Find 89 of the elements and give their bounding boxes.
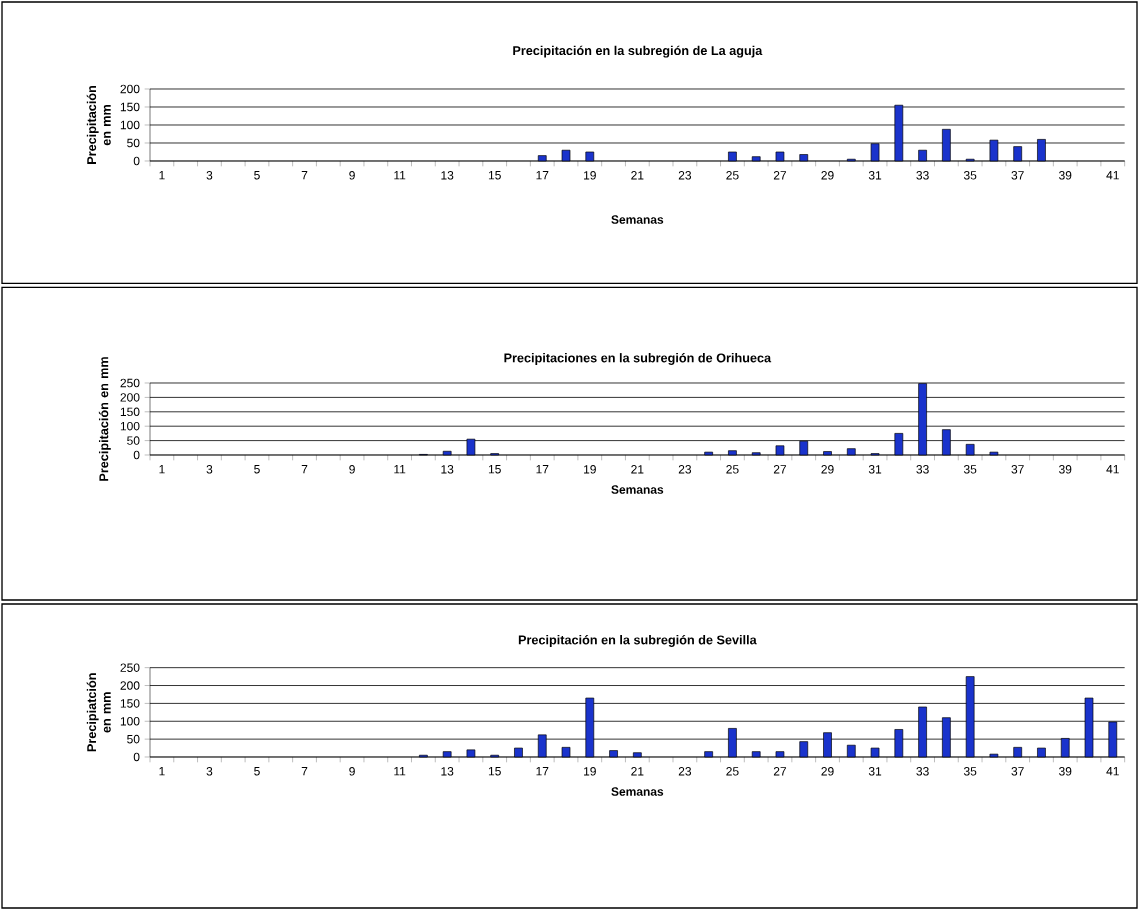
chart-title: Precipitaciones en la subregión de Orihueca — [504, 352, 772, 365]
y-axis-title: Precipiatción en mm — [86, 673, 111, 752]
chart-title: Precipitación en la subregión de La aguja — [513, 45, 763, 58]
x-tick-label: 25 — [726, 767, 739, 776]
x-tick-label: 31 — [868, 171, 882, 180]
x-tick-label: 21 — [631, 171, 644, 180]
x-tick-label: 21 — [631, 465, 644, 474]
x-tick-label: 27 — [773, 767, 787, 776]
x-tick-label: 29 — [821, 171, 834, 180]
x-tick-label: 11 — [394, 465, 406, 474]
x-tick-label: 35 — [963, 767, 977, 776]
x-tick-label: 19 — [584, 767, 596, 776]
x-tick-label: 17 — [536, 171, 549, 180]
y-tick-label: 50 — [127, 734, 140, 744]
x-tick-label: 23 — [678, 171, 692, 180]
y-tick-label: 50 — [127, 138, 140, 148]
x-tick-label: 3 — [206, 767, 213, 776]
x-tick-label: 35 — [963, 465, 977, 474]
x-tick-label: 9 — [349, 171, 355, 180]
x-tick-label: 15 — [488, 465, 501, 474]
x-tick-label: 9 — [349, 767, 355, 776]
y-tick-label: 150 — [120, 102, 140, 112]
x-tick-label: 5 — [254, 465, 260, 474]
x-tick-label: 13 — [441, 171, 454, 180]
y-tick-label: 0 — [133, 752, 140, 762]
x-tick-label: 33 — [916, 465, 929, 474]
x-tick-label: 33 — [916, 171, 929, 180]
x-tick-label: 17 — [536, 465, 549, 474]
x-tick-label: 13 — [441, 465, 454, 474]
y-tick-label: 0 — [133, 450, 140, 460]
x-tick-label: 31 — [868, 767, 882, 776]
x-axis-title: Semanas — [611, 485, 664, 494]
y-tick-label: 150 — [120, 699, 140, 708]
x-tick-label: 37 — [1011, 465, 1024, 474]
x-tick-label: 23 — [678, 767, 692, 776]
x-tick-label: 13 — [441, 767, 454, 776]
y-tick-label: 50 — [127, 436, 140, 445]
y-tick-label: 0 — [133, 156, 140, 166]
x-axis-title: Semanas — [611, 215, 664, 224]
y-tick-label: 200 — [120, 84, 140, 94]
x-tick-label: 5 — [254, 171, 260, 180]
x-tick-label: 11 — [394, 767, 406, 776]
x-tick-label: 15 — [488, 171, 501, 180]
y-tick-label: 100 — [120, 421, 140, 431]
y-axis-title: Precipitación en mm — [98, 357, 111, 481]
x-tick-label: 31 — [868, 465, 882, 474]
y-tick-label: 250 — [120, 663, 140, 672]
x-tick-label: 1 — [159, 171, 165, 180]
x-tick-label: 25 — [726, 465, 739, 474]
x-tick-label: 41 — [1106, 171, 1119, 180]
x-tick-label: 7 — [301, 465, 308, 474]
x-tick-label: 37 — [1011, 767, 1024, 776]
x-tick-label: 41 — [1106, 465, 1119, 474]
x-tick-label: 21 — [631, 767, 644, 776]
x-tick-label: 7 — [301, 767, 308, 776]
x-tick-label: 37 — [1011, 171, 1024, 180]
x-tick-label: 33 — [916, 767, 929, 776]
y-tick-label: 100 — [120, 717, 140, 726]
x-tick-label: 35 — [963, 171, 977, 180]
x-tick-label: 39 — [1059, 465, 1072, 474]
x-tick-label: 7 — [301, 171, 308, 180]
x-tick-label: 3 — [206, 465, 213, 474]
x-tick-label: 9 — [349, 465, 355, 474]
y-tick-label: 250 — [120, 378, 140, 388]
x-tick-label: 41 — [1106, 767, 1119, 776]
x-tick-label: 25 — [726, 171, 739, 180]
x-tick-label: 3 — [206, 171, 213, 180]
x-tick-label: 29 — [821, 767, 834, 776]
y-tick-label: 200 — [120, 681, 140, 690]
x-tick-label: 19 — [584, 465, 596, 474]
y-tick-label: 200 — [120, 393, 140, 402]
x-tick-label: 11 — [394, 171, 406, 180]
x-tick-label: 1 — [159, 465, 165, 474]
y-tick-label: 100 — [120, 120, 140, 130]
chart-title: Precipitación en la subregión de Sevilla — [518, 634, 757, 647]
x-tick-label: 39 — [1059, 171, 1072, 180]
x-tick-label: 39 — [1059, 767, 1072, 776]
x-tick-label: 27 — [773, 171, 787, 180]
x-tick-label: 1 — [159, 767, 165, 776]
x-tick-label: 15 — [488, 767, 501, 776]
y-tick-label: 150 — [120, 407, 140, 417]
x-tick-label: 17 — [536, 767, 549, 776]
x-tick-label: 27 — [773, 465, 787, 474]
y-axis-title: Precipitación en mm — [86, 86, 111, 164]
x-tick-label: 5 — [254, 767, 260, 776]
x-axis-title: Semanas — [611, 787, 664, 796]
x-tick-label: 23 — [678, 465, 692, 474]
x-tick-label: 29 — [821, 465, 834, 474]
x-tick-label: 19 — [584, 171, 596, 180]
